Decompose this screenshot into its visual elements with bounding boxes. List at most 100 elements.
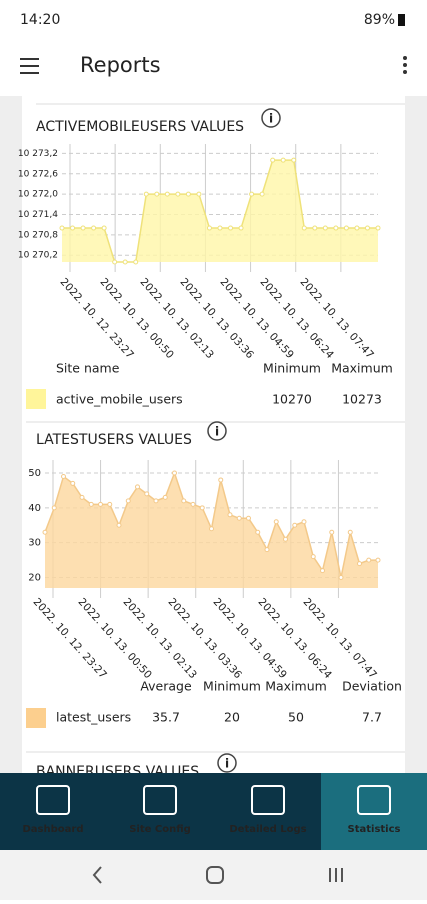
table-cell: latest_users (56, 710, 131, 725)
table-header: Maximum (265, 679, 327, 694)
point (333, 225, 339, 231)
point (70, 480, 76, 486)
table-cell: 50 (288, 710, 304, 725)
point (291, 157, 297, 163)
recents-bar[interactable] (329, 868, 331, 882)
table-cell: 7.7 (362, 710, 382, 725)
table-header: Site name (56, 361, 120, 376)
table-cell: 10270 (272, 392, 312, 407)
legend-swatch (26, 389, 46, 409)
table-cell: active_mobile_users (56, 392, 183, 407)
y-tick-label: 10 271,4 (18, 210, 58, 220)
app-bar (0, 36, 427, 96)
y-tick-label: 10 272,6 (18, 169, 58, 179)
point (153, 498, 159, 504)
y-tick-label: 30 (28, 538, 41, 549)
legend-swatch (26, 708, 46, 728)
home-button[interactable] (206, 866, 224, 884)
point (116, 522, 122, 528)
status-bar (0, 0, 427, 36)
point (218, 477, 224, 483)
back-button[interactable] (92, 866, 102, 884)
point (366, 557, 372, 563)
point (190, 501, 196, 507)
area (62, 160, 378, 262)
nav-label[interactable]: Statistics (348, 824, 401, 835)
point (143, 191, 149, 197)
point (255, 529, 261, 535)
point (122, 259, 128, 265)
point (98, 501, 103, 507)
point (125, 498, 131, 504)
point (280, 157, 286, 163)
point (206, 225, 212, 231)
point (164, 191, 170, 197)
status-battery: 89% (364, 12, 395, 28)
nav-icon[interactable] (36, 785, 70, 815)
table-header: Average (140, 679, 192, 694)
point (135, 484, 140, 490)
y-tick-label: 10 270,8 (18, 230, 58, 240)
card-title: LATESTUSERS VALUES (36, 432, 192, 448)
nav-label[interactable]: Site Config (129, 824, 191, 835)
system-nav (0, 850, 427, 900)
point (196, 191, 202, 197)
point (270, 157, 276, 163)
status-time: 14:20 (20, 12, 60, 28)
point (246, 515, 251, 521)
point (101, 225, 107, 231)
point (107, 501, 113, 507)
point (70, 225, 76, 231)
point (354, 225, 360, 231)
point (347, 529, 353, 535)
recents-bar[interactable] (341, 868, 343, 882)
point (112, 259, 118, 265)
overflow-icon-dot[interactable] (403, 63, 407, 67)
point (259, 191, 265, 197)
menu-icon-bar[interactable] (20, 72, 39, 74)
info-icon-glyph: i (225, 757, 229, 771)
menu-icon-bar[interactable] (20, 58, 39, 60)
point (133, 259, 139, 265)
point (273, 519, 279, 525)
y-tick-label: 10 273,2 (18, 149, 58, 159)
nav-icon[interactable] (357, 785, 391, 815)
battery-icon (398, 14, 405, 26)
nav-icon[interactable] (143, 785, 177, 815)
point (79, 494, 85, 500)
overflow-icon-dot[interactable] (403, 56, 407, 60)
menu-icon-bar[interactable] (20, 65, 39, 67)
point (357, 561, 362, 567)
point (364, 225, 370, 231)
point (236, 515, 242, 521)
point (209, 526, 214, 532)
point (375, 557, 381, 563)
point (154, 191, 160, 197)
y-tick-label: 40 (28, 503, 41, 514)
recents-bar[interactable] (335, 868, 337, 882)
overflow-icon-dot[interactable] (403, 70, 407, 74)
point (343, 225, 349, 231)
point (292, 522, 298, 528)
point (217, 225, 223, 231)
nav-label[interactable]: Detailed Logs (229, 824, 306, 835)
point (329, 529, 335, 535)
y-tick-label: 10 272,0 (18, 190, 58, 200)
point (228, 225, 234, 231)
info-icon[interactable] (261, 108, 281, 128)
nav-label[interactable]: Dashboard (23, 824, 84, 835)
info-icon[interactable] (217, 753, 237, 773)
point (59, 225, 65, 231)
point (162, 494, 168, 500)
nav-icon[interactable] (251, 785, 285, 815)
y-tick-label: 50 (28, 468, 41, 479)
table-header: Minimum (203, 679, 261, 694)
point (80, 225, 86, 231)
info-icon[interactable] (207, 421, 227, 441)
bottom-nav-active (321, 773, 427, 850)
card-title: ACTIVEMOBILEUSERS VALUES (36, 119, 244, 135)
info-icon-glyph: i (269, 112, 273, 126)
table-cell: 20 (224, 710, 240, 725)
